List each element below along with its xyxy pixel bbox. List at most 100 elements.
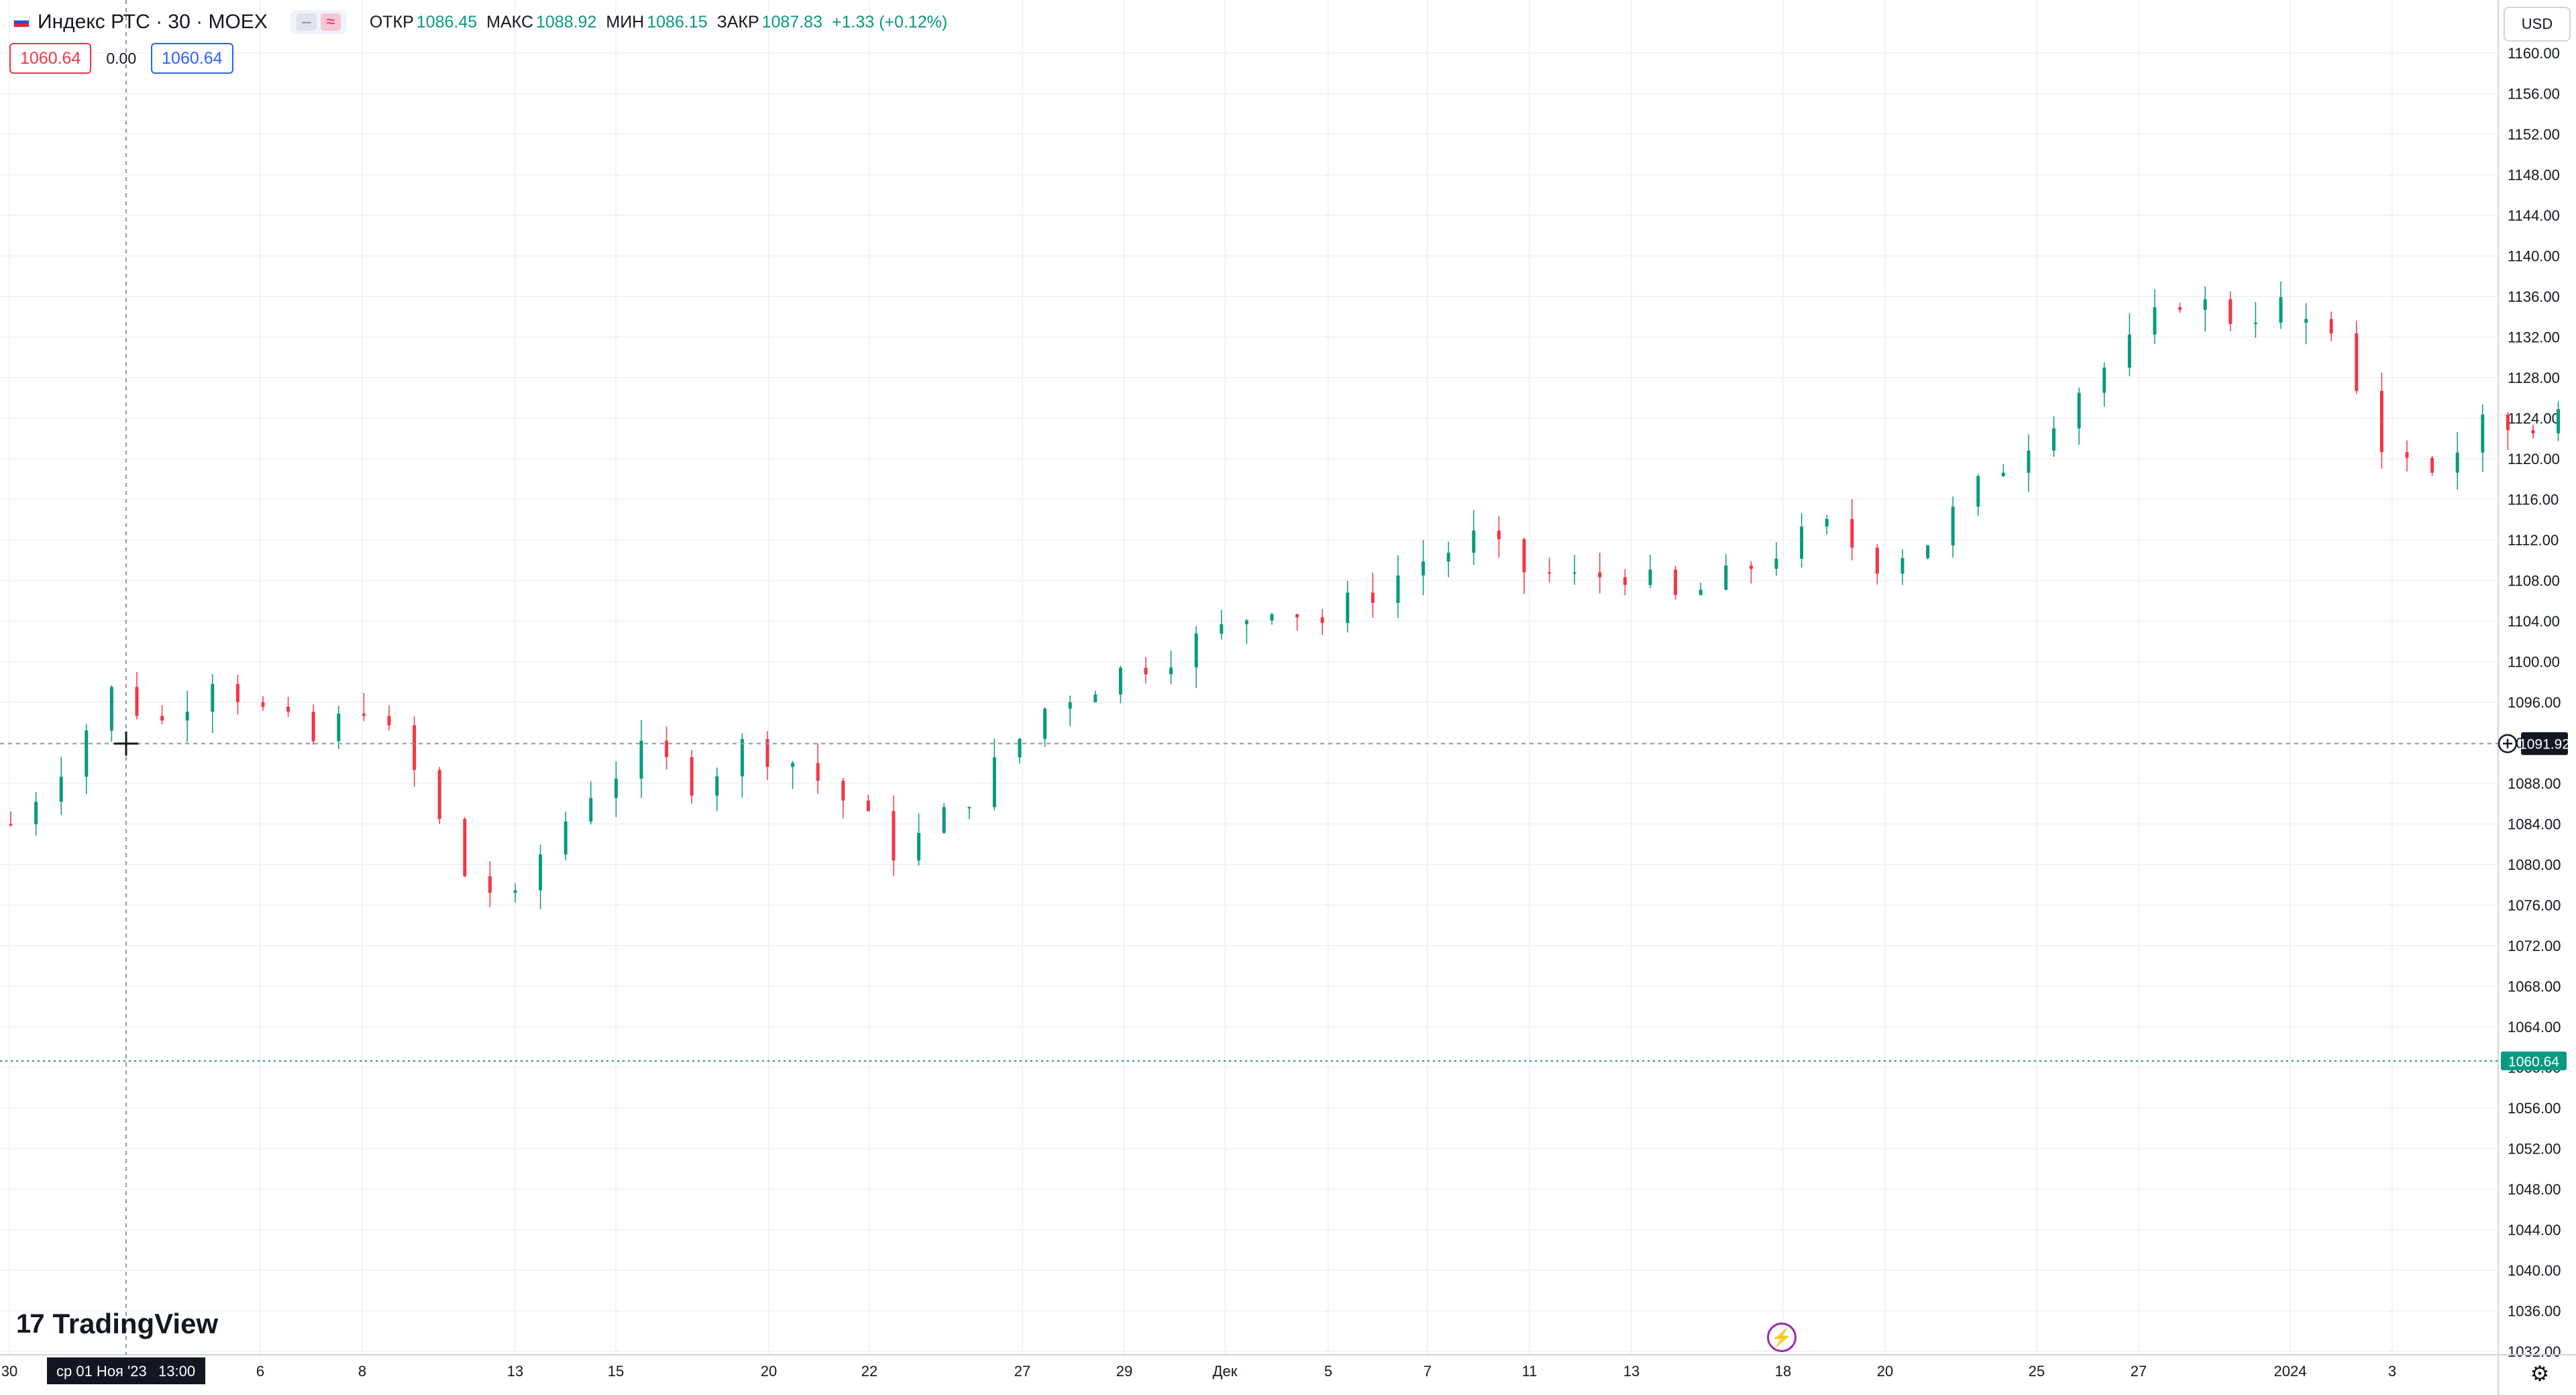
tradingview-logo[interactable]: 17 TradingView — [16, 1308, 218, 1340]
candle-body[interactable] — [387, 716, 391, 726]
candle-body[interactable] — [740, 739, 744, 777]
sell-button[interactable]: 1060.64 — [9, 43, 92, 74]
candle-body[interactable] — [765, 739, 769, 767]
candle-body[interactable] — [34, 801, 38, 824]
candle-body[interactable] — [1774, 559, 1778, 569]
candle-body[interactable] — [1548, 572, 1552, 574]
candle-body[interactable] — [1093, 694, 1097, 703]
gear-icon[interactable]: ⚙ — [2530, 1361, 2550, 1386]
candle-body[interactable] — [1144, 667, 1148, 675]
candle-body[interactable] — [2557, 408, 2561, 434]
candle-body[interactable] — [892, 811, 896, 861]
candle-body[interactable] — [2405, 452, 2409, 458]
candle-body[interactable] — [1674, 569, 1678, 596]
candle-body[interactable] — [2279, 297, 2283, 323]
candle-body[interactable] — [1244, 620, 1248, 624]
candle-body[interactable] — [1295, 614, 1299, 618]
candle-body[interactable] — [1320, 617, 1324, 623]
candle-body[interactable] — [2001, 472, 2005, 477]
candle-body[interactable] — [185, 712, 189, 721]
candle-body[interactable] — [589, 797, 593, 822]
candle-body[interactable] — [413, 725, 417, 770]
candle-body[interactable] — [1522, 539, 1526, 573]
candle-body[interactable] — [1875, 547, 1879, 574]
candle-body[interactable] — [715, 776, 719, 796]
candle-body[interactable] — [2077, 392, 2081, 429]
candle-body[interactable] — [1068, 702, 1072, 709]
candle-body[interactable] — [2178, 307, 2182, 311]
candle-body[interactable] — [967, 807, 971, 809]
candle-body[interactable] — [539, 854, 543, 891]
candle-body[interactable] — [1169, 667, 1173, 675]
candle-body[interactable] — [1371, 592, 1375, 604]
candle-body[interactable] — [1648, 569, 1652, 585]
candle-body[interactable] — [1346, 592, 1350, 623]
candle-body[interactable] — [2229, 299, 2233, 325]
candle-body[interactable] — [1118, 667, 1122, 695]
candle-body[interactable] — [791, 763, 795, 767]
candle-body[interactable] — [286, 706, 290, 712]
candle-body[interactable] — [690, 757, 694, 796]
candle-body[interactable] — [2430, 457, 2434, 473]
candle-body[interactable] — [816, 763, 820, 781]
indicator-toggle[interactable]: – ≈ — [290, 10, 347, 34]
candle-body[interactable] — [109, 687, 113, 731]
candle-body[interactable] — [2102, 368, 2106, 393]
candle-body[interactable] — [2052, 428, 2056, 451]
candle-body[interactable] — [2329, 319, 2333, 334]
candle-body[interactable] — [1497, 531, 1501, 539]
candle-body[interactable] — [614, 778, 618, 798]
candle-body[interactable] — [2304, 319, 2308, 323]
candle-body[interactable] — [1724, 565, 1728, 590]
candle-body[interactable] — [2153, 307, 2157, 335]
candle-body[interactable] — [463, 819, 467, 877]
candle-body[interactable] — [1976, 476, 1980, 507]
candle-body[interactable] — [2455, 452, 2459, 473]
candle-body[interactable] — [1396, 575, 1400, 604]
candle-body[interactable] — [2481, 414, 2485, 453]
candle-body[interactable] — [1623, 577, 1627, 585]
candle-body[interactable] — [437, 769, 441, 820]
candle-body[interactable] — [513, 890, 517, 893]
candle-body[interactable] — [2355, 333, 2359, 391]
candle-body[interactable] — [211, 683, 215, 712]
candle-body[interactable] — [1699, 590, 1703, 596]
candle-body[interactable] — [942, 807, 946, 833]
candle-body[interactable] — [488, 876, 492, 893]
candle-body[interactable] — [1446, 553, 1450, 562]
candle-body[interactable] — [1800, 526, 1804, 559]
candle-body[interactable] — [337, 714, 341, 742]
candle-body[interactable] — [2027, 450, 2031, 473]
candle-body[interactable] — [1749, 565, 1753, 569]
candle-body[interactable] — [1421, 561, 1426, 575]
candle-body[interactable] — [1926, 545, 1930, 559]
candle-body[interactable] — [1951, 506, 1955, 546]
candle-body[interactable] — [135, 687, 139, 716]
candle-body[interactable] — [2253, 323, 2257, 325]
candle-body[interactable] — [841, 781, 845, 801]
candle-body[interactable] — [665, 740, 669, 757]
candle-body[interactable] — [261, 702, 265, 707]
candle-body[interactable] — [160, 716, 164, 721]
candle-body[interactable] — [1220, 624, 1224, 634]
candle-body[interactable] — [85, 730, 89, 777]
symbol-title[interactable]: Индекс РТС · 30 · MOEX — [38, 11, 268, 33]
candle-body[interactable] — [1825, 518, 1829, 527]
candle-body[interactable] — [1018, 738, 1022, 758]
candle-body[interactable] — [9, 824, 13, 826]
minus-icon[interactable]: – — [296, 13, 317, 31]
candle-body[interactable] — [1850, 518, 1854, 548]
candle-body[interactable] — [1270, 614, 1274, 621]
candle-body[interactable] — [2531, 430, 2535, 434]
candle-body[interactable] — [1194, 633, 1198, 668]
candle-body[interactable] — [311, 712, 315, 742]
candle-body[interactable] — [59, 777, 63, 802]
buy-button[interactable]: 1060.64 — [151, 43, 233, 74]
candle-body[interactable] — [1598, 572, 1602, 577]
candle-body[interactable] — [639, 740, 643, 779]
lightning-icon[interactable]: ⚡ — [1767, 1323, 1796, 1352]
last-price-badge[interactable] — [2501, 1051, 2567, 1070]
candle-body[interactable] — [866, 800, 870, 812]
candle-body[interactable] — [992, 757, 996, 807]
